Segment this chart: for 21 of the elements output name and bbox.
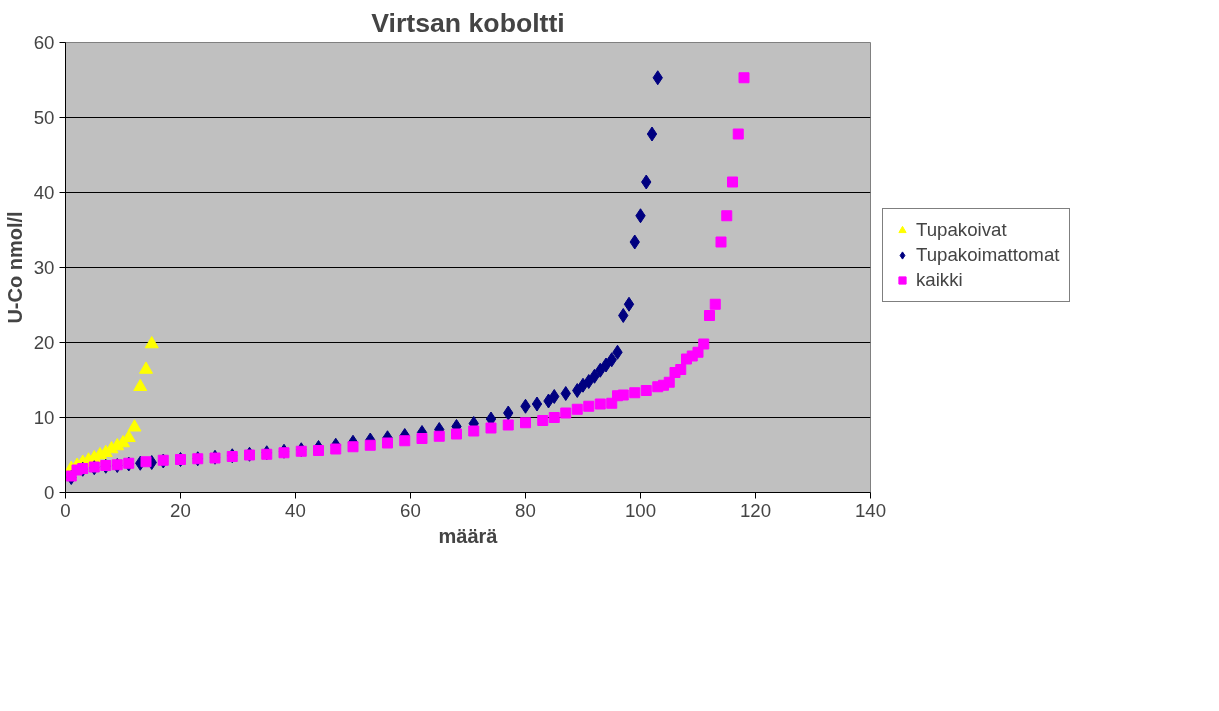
- y-tick-label: 0: [44, 482, 55, 503]
- y-tick-label: 50: [33, 107, 55, 128]
- y-tick-label: 30: [33, 257, 55, 278]
- x-tick-label: 140: [854, 499, 887, 521]
- chart-title: Virtsan koboltti: [371, 7, 565, 38]
- legend-label: kaikki: [916, 269, 963, 291]
- x-tick-label: 100: [624, 499, 657, 521]
- x-tick-label: 0: [60, 499, 71, 521]
- y-tick-label: 10: [33, 407, 55, 428]
- y-tick-label: 60: [33, 32, 55, 53]
- legend-label: Tupakoimattomat: [916, 244, 1060, 266]
- x-tick-label: 40: [285, 499, 306, 521]
- x-tick-label: 120: [739, 499, 772, 521]
- y-tick-label: 20: [33, 332, 55, 353]
- y-tick-label: 40: [33, 182, 55, 203]
- x-tick-label: 60: [400, 499, 421, 521]
- x-axis-title: määrä: [438, 524, 499, 547]
- legend-label: Tupakoivat: [916, 219, 1007, 241]
- x-tick-label: 20: [170, 499, 191, 521]
- x-tick-label: 80: [515, 499, 536, 521]
- y-axis-title: U-Co nmol/l: [3, 211, 26, 324]
